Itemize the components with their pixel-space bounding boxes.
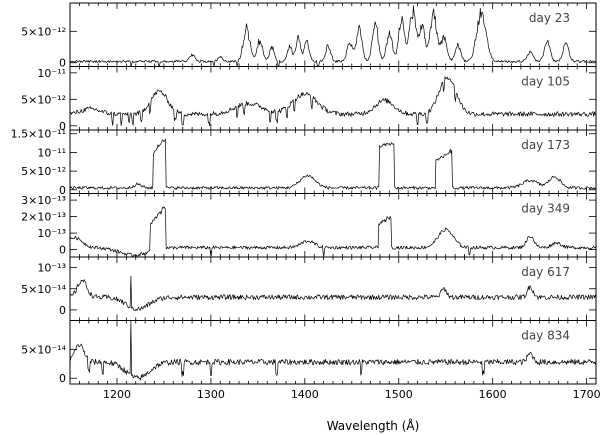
y-tick-label: 10⁻¹³ (37, 227, 66, 240)
x-tick-label: 1400 (291, 388, 319, 401)
panel-2: 0 5×10⁻¹² 10⁻¹¹ day 105 (21, 66, 597, 133)
panel-label: day 617 (521, 265, 570, 279)
panels-layer: 0 5×10⁻¹² day 23 0 5×10⁻¹² 10⁻¹¹ day 105 0 5×10⁻… (11, 2, 597, 385)
spectrum-line-6 (69, 320, 597, 381)
panel-1: 0 5×10⁻¹² day 23 (21, 2, 597, 70)
y-tick-label: 5×10⁻¹² (21, 93, 66, 106)
spectrum-line-4 (69, 206, 597, 257)
spectrum-line-5 (69, 275, 597, 311)
panel-3: 0 5×10⁻¹² 10⁻¹¹ 1.5×10⁻¹¹ day 173 (11, 128, 597, 197)
y-tick-label: 0 (59, 120, 66, 133)
x-tick-label: 1700 (573, 388, 600, 401)
y-tick-label: 10⁻¹¹ (37, 146, 66, 159)
panel-frame (69, 129, 597, 194)
y-tick-label: 10⁻¹¹ (37, 67, 66, 80)
panel-frame (69, 256, 597, 321)
y-tick-label: 0 (59, 372, 66, 385)
panel-label: day 173 (521, 138, 570, 152)
y-tick-label: 5×10⁻¹² (21, 165, 66, 178)
x-tick-label: 1200 (103, 388, 131, 401)
panel-label: day 105 (521, 75, 570, 89)
y-tick-label: 0 (59, 57, 66, 70)
x-axis-title: Wavelength (Å) (327, 418, 420, 433)
panel-label: day 23 (529, 11, 570, 25)
x-tick-label: 1500 (385, 388, 413, 401)
y-tick-label: 0 (59, 304, 66, 317)
y-tick-label: 2×10⁻¹³ (21, 211, 66, 224)
y-tick-label: 5×10⁻¹² (21, 25, 66, 38)
x-axis: 1200 1300 1400 1500 1600 1700 (103, 388, 600, 401)
panel-frame (69, 320, 597, 385)
panel-frame (69, 66, 597, 131)
y-tick-label: 5×10⁻¹⁴ (21, 343, 66, 356)
x-tick-label: 1300 (197, 388, 225, 401)
panel-frame (69, 2, 597, 67)
y-tick-label: 10⁻¹³ (37, 262, 66, 275)
panel-5: 0 5×10⁻¹⁴ 10⁻¹³ day 617 (21, 256, 597, 321)
y-tick-label: 0 (59, 184, 66, 197)
spectrum-line-2 (69, 76, 597, 127)
x-tick-label: 1600 (479, 388, 507, 401)
y-tick-label: 5×10⁻¹⁴ (21, 283, 66, 296)
y-tick-label: 3×10⁻¹³ (21, 194, 66, 207)
panel-label: day 349 (521, 202, 570, 216)
panel-6: 0 5×10⁻¹⁴ day 834 (21, 320, 597, 385)
spectrum-line-1 (69, 5, 596, 67)
panel-label: day 834 (521, 329, 570, 343)
y-tick-label: 0 (59, 244, 66, 257)
panel-4: 0 10⁻¹³ 2×10⁻¹³ 3×10⁻¹³ day 349 (21, 193, 597, 258)
y-tick-label: 1.5×10⁻¹¹ (11, 128, 66, 141)
spectrum-line-3 (69, 138, 597, 190)
